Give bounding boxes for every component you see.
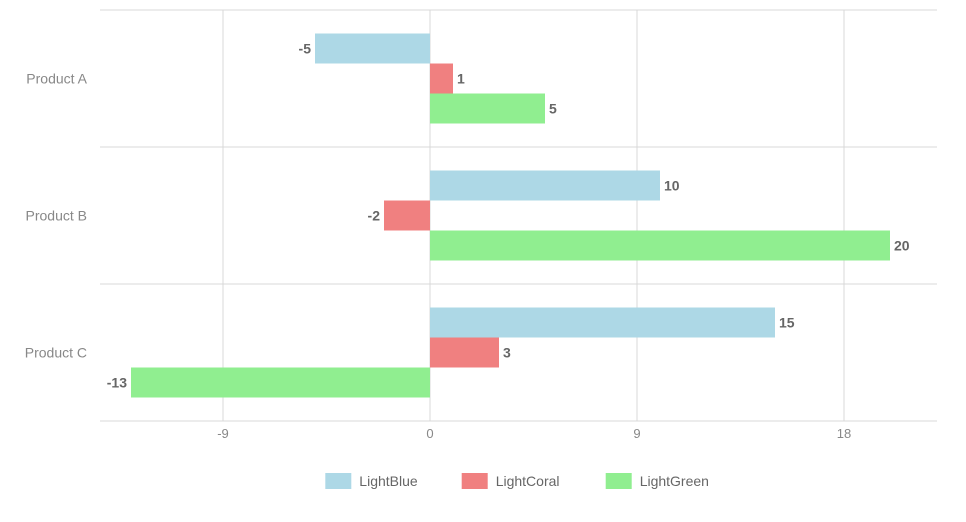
bars — [131, 33, 890, 398]
data-label: 1 — [457, 71, 465, 87]
legend-swatch — [325, 473, 352, 489]
data-label: 10 — [664, 178, 680, 194]
legend: LightBlue LightCoral LightGreen — [325, 473, 709, 489]
x-tick-label: -9 — [217, 426, 229, 441]
data-label: 5 — [549, 101, 557, 117]
bar-lightblue-product-a — [315, 33, 430, 64]
legend-label: LightCoral — [496, 473, 560, 489]
data-label: -2 — [368, 208, 381, 224]
bar-lightblue-product-b — [430, 170, 660, 201]
x-tick-label: 9 — [633, 426, 640, 441]
legend-item-lightcoral[interactable]: LightCoral — [461, 473, 560, 489]
data-label: 15 — [779, 315, 795, 331]
bar-lightcoral-product-a — [430, 63, 453, 94]
bar-lightblue-product-c — [430, 307, 775, 338]
x-tick-label: 18 — [837, 426, 851, 441]
bar-lightgreen-product-a — [430, 93, 545, 124]
bar-lightcoral-product-b — [384, 200, 430, 231]
category-label: Product A — [26, 71, 87, 87]
bar-lightcoral-product-c — [430, 337, 499, 368]
x-tick-label: 0 — [426, 426, 433, 441]
bar-lightgreen-product-c — [131, 367, 430, 398]
legend-item-lightblue[interactable]: LightBlue — [325, 473, 418, 489]
legend-label: LightGreen — [640, 473, 709, 489]
data-label: 3 — [503, 345, 511, 361]
legend-swatch — [605, 473, 632, 489]
data-label: 20 — [894, 238, 910, 254]
data-label: -13 — [107, 375, 127, 391]
category-label: Product C — [25, 345, 87, 361]
data-label: -5 — [299, 41, 312, 57]
category-labels: Product A Product B Product C — [25, 71, 88, 361]
category-label: Product B — [26, 208, 87, 224]
legend-swatch — [461, 473, 488, 489]
legend-item-lightgreen[interactable]: LightGreen — [605, 473, 709, 489]
grid — [100, 9, 937, 422]
legend-label: LightBlue — [359, 473, 418, 489]
x-axis-ticks: -9 0 9 18 — [217, 426, 851, 441]
bar-lightgreen-product-b — [430, 230, 890, 261]
